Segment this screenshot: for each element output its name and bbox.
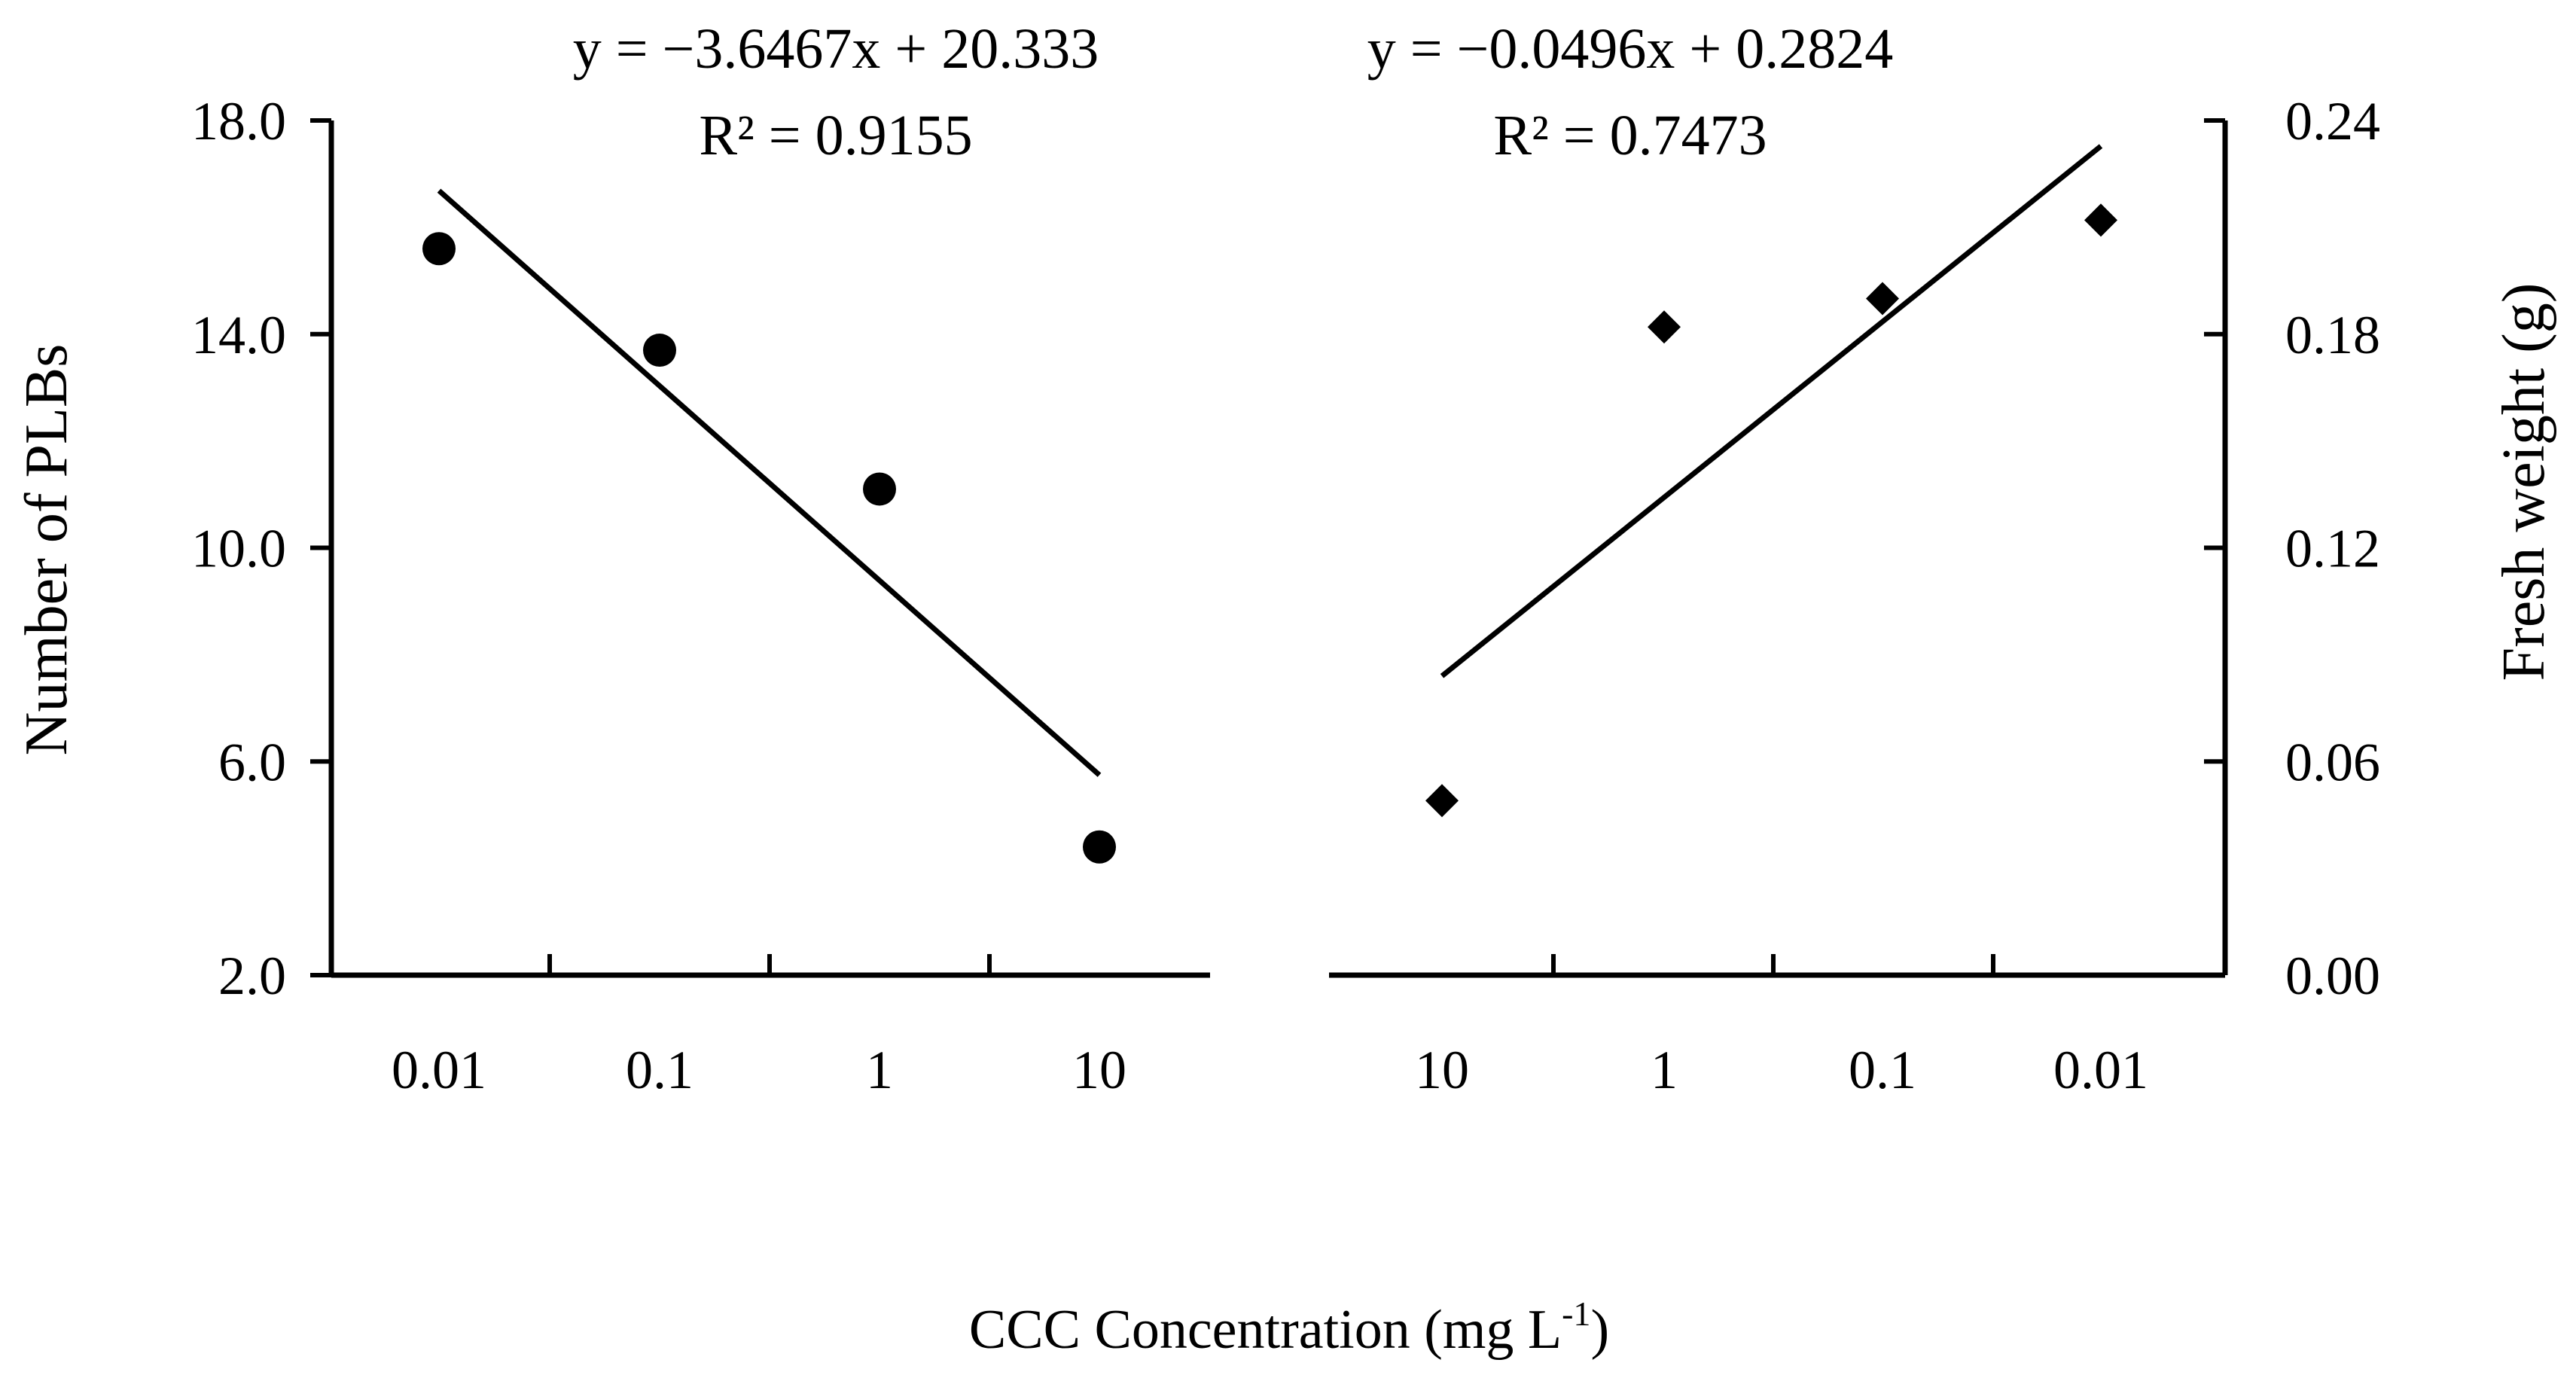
left-x-tick-label: 10: [1072, 1040, 1126, 1100]
data-point: [1648, 310, 1681, 344]
right-equation: y = −0.0496x + 0.2824: [1367, 17, 1894, 81]
right-y-tick-label: 0.18: [2285, 305, 2380, 365]
right-x-tick-label: 1: [1651, 1040, 1678, 1100]
right-y-tick-label: 0.24: [2285, 91, 2380, 151]
right-x-tick-label: 0.1: [1849, 1040, 1916, 1100]
left-r2: R² = 0.9155: [699, 104, 972, 167]
x-axis-title-close: ): [1590, 1299, 1609, 1361]
right-y-tick-label: 0.06: [2285, 732, 2380, 792]
left-panel-axes: 2.0 6.0 10.0 14.0 18.0 0.01 0.1 1 10: [191, 91, 1210, 1100]
data-point: [643, 334, 676, 367]
x-axis-title-superscript: -1: [1562, 1294, 1590, 1333]
left-x-tick-label: 0.01: [392, 1040, 486, 1100]
left-panel: 2.0 6.0 10.0 14.0 18.0 0.01 0.1 1 10 y = −3.6467…: [14, 17, 1210, 1100]
right-panel-axes: 0.00 0.06 0.12 0.18 0.24 10 1 0.1 0.01: [1329, 91, 2380, 1100]
right-panel: 0.00 0.06 0.12 0.18 0.24 10 1 0.1 0.01 y = −0.04…: [1329, 17, 2557, 1100]
right-y-tick-label: 0.12: [2285, 519, 2380, 579]
right-y-tick-label: 0.00: [2285, 946, 2380, 1006]
left-panel-trendline-group: [437, 188, 1102, 777]
left-x-tick-label: 0.1: [626, 1040, 694, 1100]
left-y-tick-label: 6.0: [218, 732, 286, 792]
left-equation: y = −3.6467x + 20.333: [573, 17, 1099, 81]
left-y-tick-label: 14.0: [191, 305, 286, 365]
right-panel-trendline-group: [1440, 144, 2103, 678]
right-r2: R² = 0.7473: [1493, 104, 1767, 167]
data-point: [863, 472, 896, 506]
left-y-axis-title: Number of PLBs: [14, 344, 80, 756]
data-point: [1425, 784, 1459, 818]
right-y-axis-title: Fresh weight (g): [2491, 283, 2557, 681]
data-point: [422, 232, 456, 266]
x-axis-title-main: CCC Concentration (mg L: [969, 1299, 1562, 1361]
left-y-tick-label: 2.0: [218, 946, 286, 1006]
right-x-tick-label: 0.01: [2053, 1040, 2148, 1100]
data-point: [1866, 282, 1899, 316]
x-axis-title: CCC Concentration (mg L-1): [969, 1294, 1609, 1361]
left-y-tick-label: 18.0: [191, 91, 286, 151]
right-trendline: [1440, 144, 2103, 678]
data-point: [1083, 830, 1116, 864]
left-y-tick-label: 10.0: [191, 519, 286, 579]
right-panel-points: [1425, 203, 2117, 818]
right-x-tick-label: 10: [1415, 1040, 1469, 1100]
left-trendline: [437, 188, 1102, 777]
left-panel-points: [422, 232, 1116, 864]
data-point: [2084, 203, 2117, 237]
left-x-tick-label: 1: [866, 1040, 893, 1100]
